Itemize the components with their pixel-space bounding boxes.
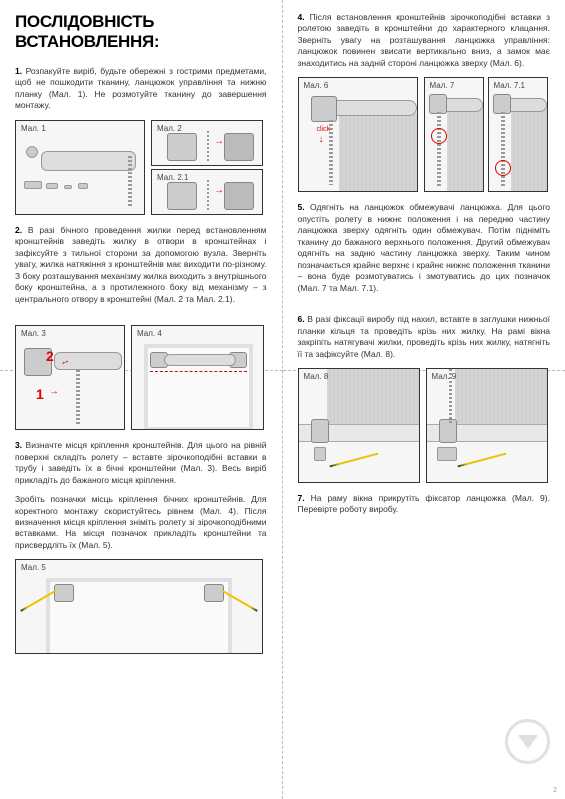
main-title: Послідовність встановлення: [15,12,267,52]
paragraph-7: 7. На раму вікна прикрутіть фіксатор лан… [298,493,551,516]
figure-6: Мал. 6 click ↓ [298,77,418,192]
figure-5: Мал. 5 [15,559,263,654]
figure-row-1: Мал. 1 Мал. 2 → Мал. 2.1 [15,120,267,215]
figure-row-4: Мал. 8 Мал. 9 [298,368,551,483]
figure-label: Мал. 2.1 [157,173,188,182]
figure-2: Мал. 2 → [151,120,263,166]
paragraph-3a: 3. Визначте місця кріплення кронштейнів.… [15,440,267,486]
paragraph-4: 4. Після встановлення кронштейнів зірочк… [298,12,551,69]
figure-label: Мал. 2 [157,124,182,133]
figure-2-1: Мал. 2.1 → [151,169,263,215]
figure-4: Мал. 4 [131,325,264,430]
figure-9: Мал. 9 [426,368,548,483]
paragraph-6: 6. В разі фіксації виробу під нахил, вст… [298,314,551,360]
paragraph-1: 1. Розпакуйте виріб, будьте обережні з г… [15,66,267,112]
page-number: 2 [553,787,557,794]
paragraph-2: 2. В разі бічного проведення жилки перед… [15,225,267,305]
figure-label: Мал. 7.1 [494,81,525,90]
figure-7: Мал. 7 [424,77,484,192]
figure-3: Мал. 3 2 ↔ 1 → [15,325,125,430]
figure-label: Мал. 3 [21,329,46,338]
figure-label: Мал. 7 [430,81,455,90]
watermark-icon [505,719,550,764]
figure-label: Мал. 1 [21,124,46,133]
paragraph-5: 5. Одягніть на ланцюжок обмежувачі ланцю… [298,202,551,294]
paragraph-3b: Зробіть позначки місць кріплення бічних … [15,494,267,551]
figure-1: Мал. 1 [15,120,145,215]
figure-row-2: Мал. 3 2 ↔ 1 → Мал. 4 [15,325,267,430]
click-label: click [317,126,331,133]
figure-8: Мал. 8 [298,368,420,483]
figure-label: Мал. 8 [304,372,329,381]
figure-label: Мал. 5 [21,563,46,572]
figure-label: Мал. 4 [137,329,162,338]
figure-7-1: Мал. 7.1 [488,77,548,192]
figure-label: Мал. 9 [432,372,457,381]
figure-label: Мал. 6 [304,81,329,90]
figure-row-3: Мал. 6 click ↓ Мал. 7 Мал. 7.1 [298,77,551,192]
